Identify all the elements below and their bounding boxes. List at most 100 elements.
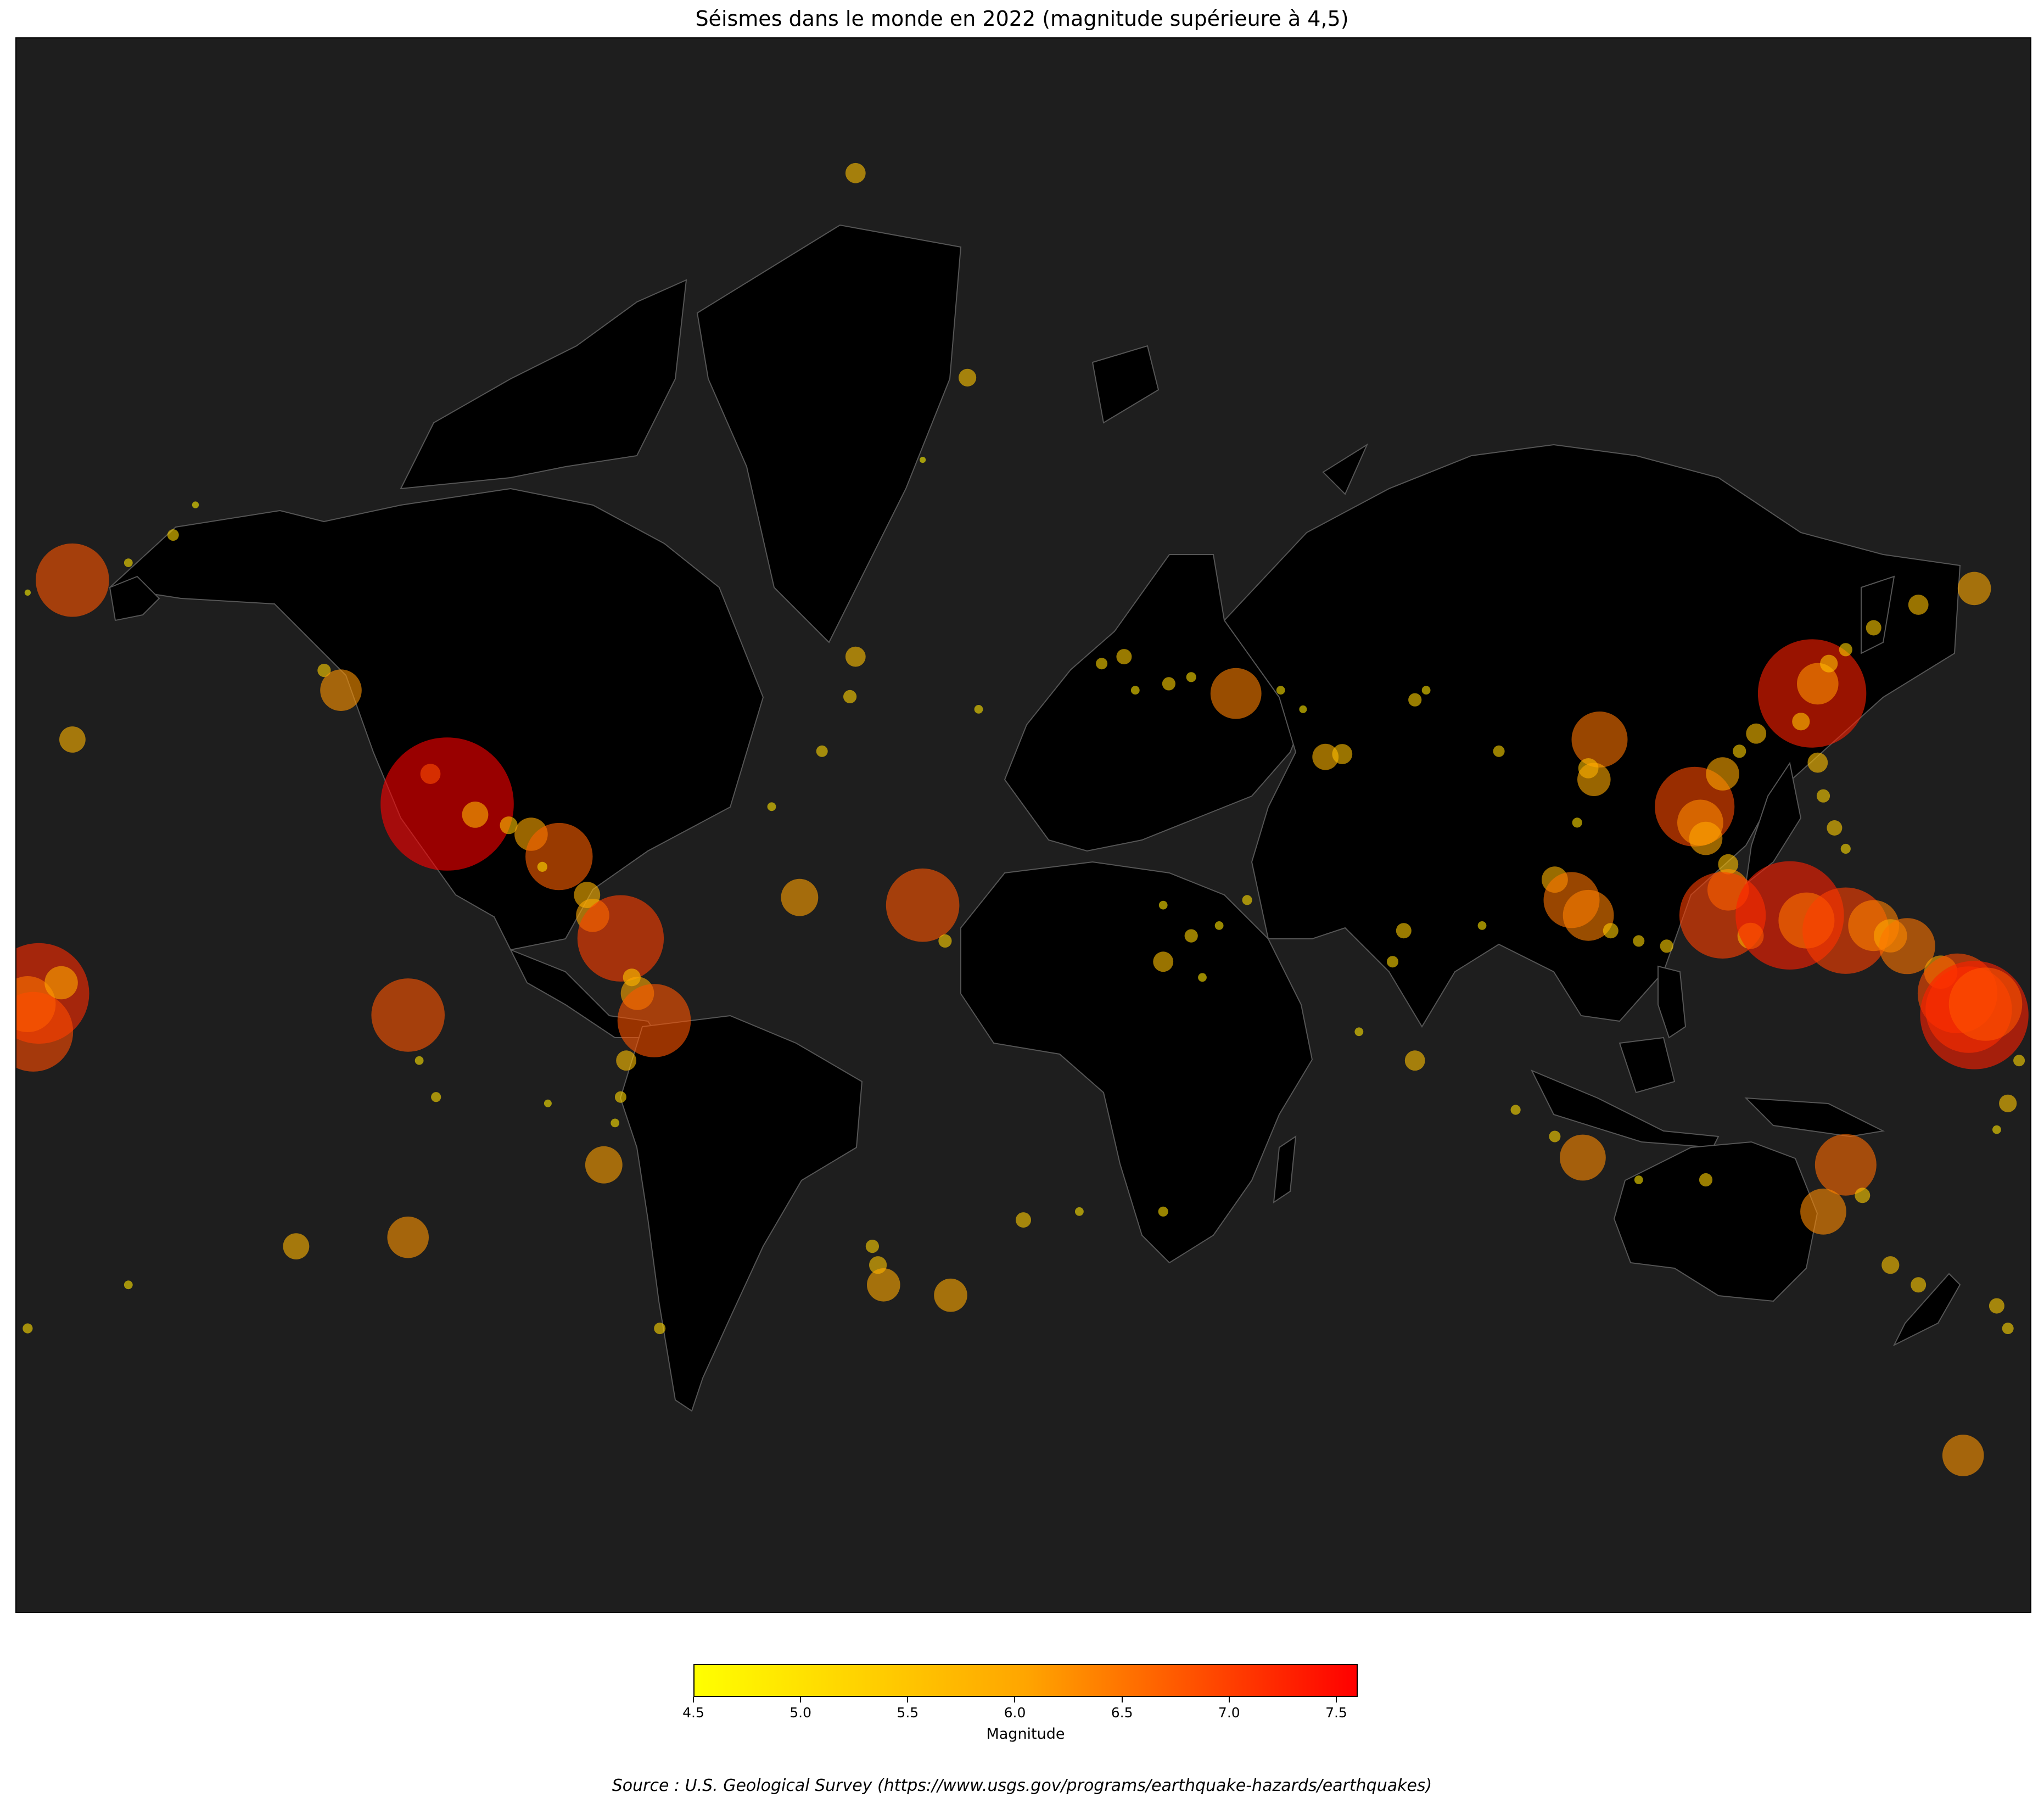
earthquake-point	[845, 163, 866, 183]
earthquake-point	[1957, 572, 1991, 606]
north-america	[108, 488, 764, 951]
earthquake-point	[865, 1240, 879, 1253]
earthquake-point	[617, 984, 691, 1057]
earthquake-point	[1158, 1206, 1168, 1217]
earthquake-point	[616, 1050, 636, 1071]
colorbar-tick-label: 6.0	[1004, 1705, 1026, 1721]
earthquake-point	[614, 1091, 626, 1103]
earthquake-point	[537, 861, 547, 872]
earthquake-point	[1396, 923, 1412, 939]
earthquake-point	[24, 589, 31, 596]
colorbar-tick-label: 5.0	[789, 1705, 812, 1721]
colorbar-tick	[800, 1697, 802, 1702]
earthquake-point	[371, 978, 445, 1052]
earthquake-point	[1989, 1298, 2004, 1314]
earthquake-point	[1699, 1173, 1713, 1187]
earthquake-point	[1242, 895, 1252, 905]
earthquake-point	[1839, 643, 1852, 657]
earthquake-point	[1827, 820, 1843, 836]
colorbar-tick	[1014, 1697, 1016, 1702]
borneo	[1619, 1037, 1676, 1094]
earthquake-point	[2002, 1323, 2014, 1335]
earthquake-point	[1866, 620, 1881, 636]
colorbar-tick	[1228, 1697, 1230, 1702]
earthquake-point	[1840, 843, 1851, 854]
earthquake-point	[816, 745, 828, 757]
earthquake-point	[886, 868, 960, 942]
colorbar-tick-label: 5.5	[897, 1705, 919, 1721]
earthquake-point	[1162, 677, 1175, 691]
earthquake-point	[317, 664, 331, 677]
earthquake-point	[2013, 1055, 2025, 1067]
earthquake-point	[1733, 744, 1746, 758]
earthquake-point	[1948, 967, 2023, 1041]
greenland	[696, 224, 962, 643]
earthquake-point	[44, 966, 78, 1000]
earthquake-point	[23, 1323, 33, 1334]
earthquake-point	[1510, 1105, 1521, 1115]
earthquake-point	[1689, 821, 1723, 855]
earthquake-point	[1634, 1175, 1643, 1184]
earthquake-point	[1184, 929, 1198, 943]
earthquake-point	[1075, 1207, 1084, 1216]
earthquake-point	[283, 1233, 310, 1260]
earthquake-point	[1408, 693, 1422, 707]
colorbar-tick	[1121, 1697, 1123, 1702]
earthquake-point	[1214, 921, 1224, 930]
earthquake-point	[1855, 1188, 1871, 1203]
earthquake-point	[320, 669, 362, 711]
earthquake-point	[1421, 686, 1431, 695]
colorbar-tick-label: 7.5	[1325, 1705, 1347, 1721]
svalbard	[1091, 345, 1160, 424]
colorbar-tick-label: 6.5	[1111, 1705, 1133, 1721]
earthquake-point	[654, 1323, 666, 1335]
earthquake-point	[1792, 713, 1810, 731]
earthquake-point	[1746, 723, 1767, 744]
earthquake-point	[1999, 1094, 2017, 1112]
earthquake-point	[1820, 654, 1838, 673]
earthquake-point	[1816, 789, 1830, 803]
earthquake-point	[1603, 923, 1619, 939]
earthquake-point	[1881, 1256, 1900, 1274]
earthquake-point	[1879, 918, 1935, 974]
earthquake-point	[59, 726, 86, 753]
earthquake-point	[1815, 1134, 1877, 1196]
earthquake-point	[525, 822, 593, 891]
earthquake-point	[1198, 973, 1207, 982]
colorbar-tick-label: 4.5	[682, 1705, 704, 1721]
earthquake-point	[431, 1092, 441, 1102]
map-area	[15, 37, 2031, 1613]
arctic-islands	[400, 279, 687, 490]
earthquake-point	[934, 1278, 967, 1312]
earthquake-point	[1116, 649, 1132, 665]
earthquake-point	[124, 1280, 133, 1290]
earthquake-point	[1908, 595, 1929, 615]
earthquake-point	[1800, 1188, 1846, 1235]
earthquake-point	[1992, 1125, 2001, 1134]
earthquake-point	[387, 1216, 429, 1258]
earthquake-point	[1186, 672, 1196, 682]
new-guinea	[1744, 1097, 1885, 1138]
earthquake-point	[1706, 757, 1739, 791]
earthquake-point	[1797, 663, 1839, 705]
earthquake-point	[1572, 817, 1582, 828]
earthquake-point	[1633, 935, 1645, 947]
earthquake-point	[500, 816, 518, 835]
earthquake-point	[1493, 745, 1505, 757]
earthquake-point	[1718, 854, 1739, 875]
earthquake-point	[1332, 744, 1353, 764]
colorbar-tick	[907, 1697, 909, 1702]
earthquake-point	[845, 646, 866, 667]
colorbar: 4.5 5.0 5.5 6.0 6.5 7.0 7.5 Magnitude	[682, 1664, 1358, 1746]
world-map	[16, 163, 2029, 1476]
colorbar-tick	[693, 1697, 694, 1702]
earthquake-points	[16, 163, 2029, 1476]
chart-title: Séismes dans le monde en 2022 (magnitude…	[695, 7, 1349, 31]
earthquake-point	[781, 878, 819, 916]
earthquake-point	[1153, 951, 1174, 972]
earthquake-point	[1404, 1050, 1425, 1071]
novaya-zemlya	[1322, 443, 1369, 495]
earthquake-point	[1549, 1130, 1561, 1142]
source-caption: Source : U.S. Geological Survey (https:/…	[612, 1776, 1432, 1795]
australia	[1613, 1141, 1818, 1302]
